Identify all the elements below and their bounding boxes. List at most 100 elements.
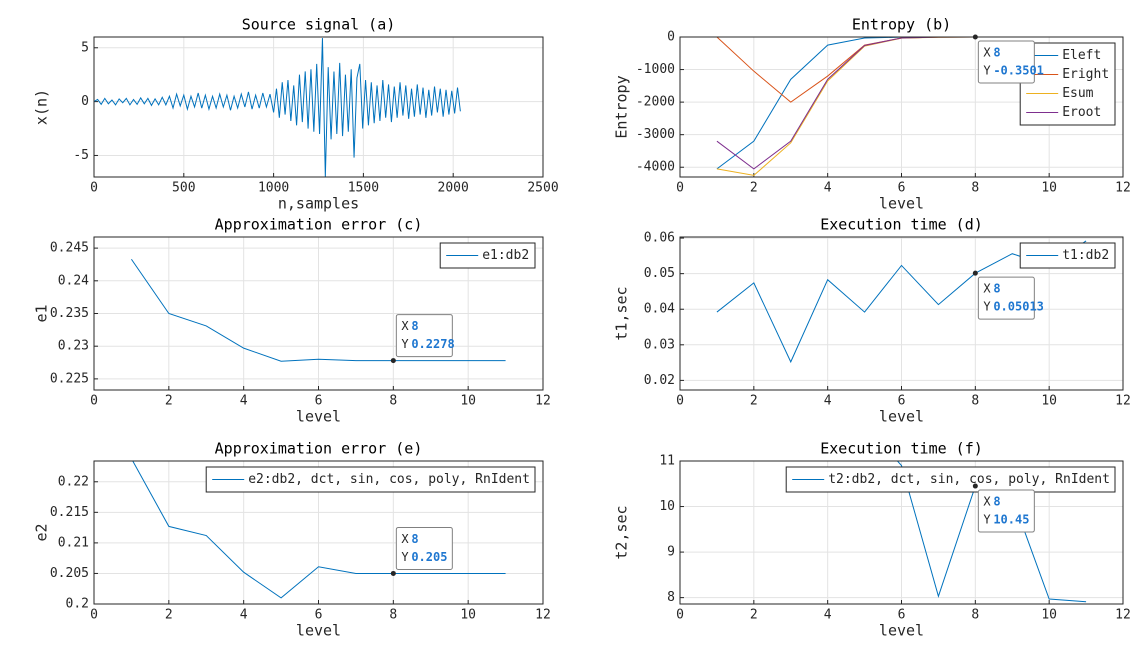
y-tick-label: 0.2 <box>66 597 89 612</box>
axes-frame <box>679 460 1124 605</box>
x-tick-label: 6 <box>898 394 906 409</box>
legend: Eleft Eright Esum Eroot <box>1019 42 1116 126</box>
datatip-y: 0.05013 <box>993 300 1044 314</box>
x-tick-label: 12 <box>1115 394 1131 409</box>
y-tick-label: 0.215 <box>50 505 89 520</box>
x-tick-label: 10 <box>1041 181 1057 196</box>
datatip-box <box>977 40 1035 84</box>
x-tick-label: 2 <box>750 394 758 409</box>
datatip-box <box>977 489 1035 533</box>
y-tick-label: 0.225 <box>50 371 89 386</box>
x-tick-label: 8 <box>971 394 979 409</box>
legend: t1:db2 <box>1019 242 1116 269</box>
legend-label: Esum <box>1062 86 1093 101</box>
y-tick-label: -2000 <box>636 95 675 110</box>
x-tick-label: 500 <box>172 181 195 196</box>
datatip-box <box>395 314 453 358</box>
y-tick-label: 0.06 <box>644 231 675 246</box>
y-axis-label: t2,sec <box>613 505 631 559</box>
legend-label: Eleft <box>1062 48 1101 63</box>
x-tick-label: 4 <box>240 608 248 623</box>
x-tick-label: 0 <box>90 181 98 196</box>
legend-label: e2:db2, dct, sin, cos, poly, RnIdent <box>248 472 530 487</box>
legend-label: Eroot <box>1062 105 1101 120</box>
x-tick-label: 4 <box>824 394 832 409</box>
x-tick-label: 2 <box>750 608 758 623</box>
axes-frame <box>93 236 544 391</box>
datatip-x: 8 <box>993 282 1000 296</box>
x-tick-label: 2 <box>750 181 758 196</box>
x-tick-label: 6 <box>898 608 906 623</box>
datatip-y-name: Y <box>983 300 991 314</box>
y-axis-label: Entropy <box>613 75 631 138</box>
datatip-marker <box>390 570 396 576</box>
x-tick-label: 12 <box>1115 181 1131 196</box>
y-tick-label: 10 <box>659 499 675 514</box>
subplot: 0 2 4 6 8 10 12 8 9 10 11 Execution time (f) level t2… <box>613 440 1131 640</box>
legend-label: Eright <box>1062 67 1109 82</box>
x-tick-label: 6 <box>898 181 906 196</box>
x-tick-label: 8 <box>389 608 397 623</box>
x-tick-label: 8 <box>389 394 397 409</box>
subplot: 0 2 4 6 8 10 12 0.02 0.03 0.04 0.05 0.06 Execution t… <box>613 216 1131 426</box>
legend: e1:db2 <box>439 242 536 269</box>
datatip-x: 8 <box>411 532 418 546</box>
x-tick-label: 12 <box>1115 608 1131 623</box>
subplot: 0 2 4 6 8 10 12 0.225 0.23 0.235 0.24 0.245 Approxim… <box>33 216 551 426</box>
datatip-y-name: Y <box>983 64 991 78</box>
axes-frame <box>93 36 544 178</box>
datatip-box <box>395 526 453 570</box>
datatip-marker <box>972 34 978 40</box>
y-axis-label: e1 <box>33 304 51 322</box>
x-tick-label: 4 <box>824 608 832 623</box>
subplot: 0 2 4 6 8 10 12 0.2 0.205 0.21 0.215 0.22 Approximat… <box>33 440 551 640</box>
legend-label: e1:db2 <box>482 248 529 263</box>
x-tick-label: 4 <box>240 394 248 409</box>
series-line <box>94 38 461 177</box>
x-tick-label: 0 <box>90 608 98 623</box>
datatip-x-name: X <box>401 532 409 546</box>
datatip-x-name: X <box>983 282 991 296</box>
x-tick-label: 10 <box>460 394 476 409</box>
y-tick-label: -3000 <box>636 127 675 142</box>
legend: t2:db2, dct, sin, cos, poly, RnIdent <box>785 466 1116 493</box>
legend-label: t2:db2, dct, sin, cos, poly, RnIdent <box>828 472 1110 487</box>
y-axis-label: x(n) <box>33 89 51 125</box>
y-tick-label: 5 <box>81 40 89 55</box>
y-axis-label: e2 <box>33 523 51 541</box>
x-tick-label: 12 <box>535 608 551 623</box>
chart-title: Approximation error (c) <box>215 216 423 234</box>
x-axis-label: level <box>296 622 341 640</box>
x-tick-label: 0 <box>676 181 684 196</box>
x-tick-label: 12 <box>535 394 551 409</box>
x-axis-label: level <box>879 622 924 640</box>
datatip-x: 8 <box>993 495 1000 509</box>
y-tick-label: 0.24 <box>58 273 89 288</box>
legend-box <box>785 466 1116 493</box>
y-tick-label: 8 <box>667 590 675 605</box>
x-axis-label: level <box>296 408 341 426</box>
y-tick-label: -5 <box>73 148 89 163</box>
chart-title: Execution time (d) <box>820 216 983 234</box>
datatip-box <box>977 276 1035 320</box>
legend-box <box>205 466 536 493</box>
x-axis-label: level <box>879 408 924 426</box>
datatip-x-name: X <box>983 495 991 509</box>
datatip-x: 8 <box>411 319 418 333</box>
subplot: 0 2 4 6 8 10 12 -4000 -3000 -2000 -1000 0 Entropy (b… <box>613 16 1131 213</box>
x-tick-label: 2000 <box>438 181 469 196</box>
datatip-marker <box>972 483 978 489</box>
y-tick-label: 0 <box>667 30 675 45</box>
datatip-x: 8 <box>993 46 1000 60</box>
x-tick-label: 2 <box>165 394 173 409</box>
x-tick-label: 1000 <box>258 181 289 196</box>
y-tick-label: 0.23 <box>58 339 89 354</box>
datatip-y: 0.205 <box>411 550 447 564</box>
x-tick-label: 0 <box>90 394 98 409</box>
x-tick-label: 8 <box>971 181 979 196</box>
datatip-marker <box>390 358 396 364</box>
series-line <box>131 258 506 362</box>
legend-box <box>1019 42 1116 126</box>
y-tick-label: 0 <box>81 94 89 109</box>
